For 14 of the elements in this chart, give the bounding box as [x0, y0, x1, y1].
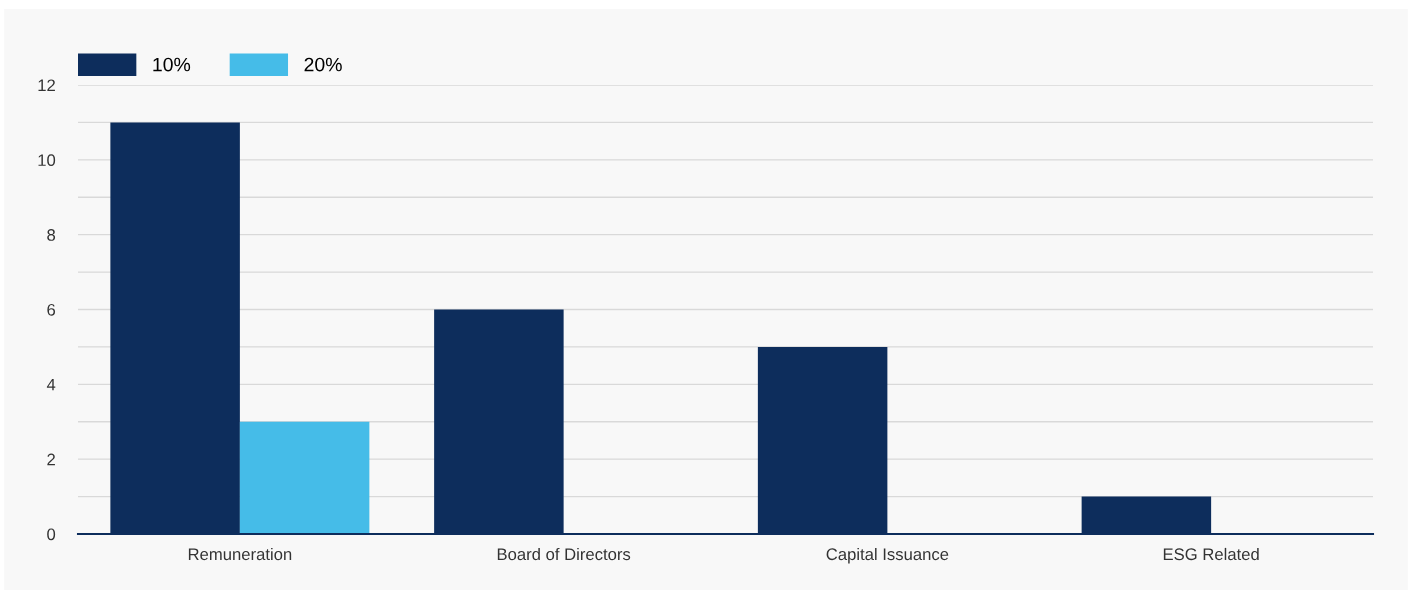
bar [239, 421, 370, 534]
y-tick-label: 6 [47, 303, 56, 316]
x-tick-label: ESG Related [1163, 547, 1259, 561]
y-tick-label: 12 [38, 79, 55, 92]
legend-label: 20% [304, 57, 342, 72]
x-tick-label: Remuneration [188, 547, 292, 561]
y-tick-label: 8 [47, 229, 56, 241]
x-tick-label: Capital Issuance [826, 547, 949, 564]
y-tick-label: 10 [38, 154, 56, 167]
x-tick-label: Board of Directors [497, 547, 631, 561]
y-tick-label: 0 [47, 528, 56, 541]
y-tick-label: 4 [46, 378, 56, 391]
legend-label: 10% [153, 57, 191, 72]
y-tick-label: 2 [47, 453, 55, 466]
